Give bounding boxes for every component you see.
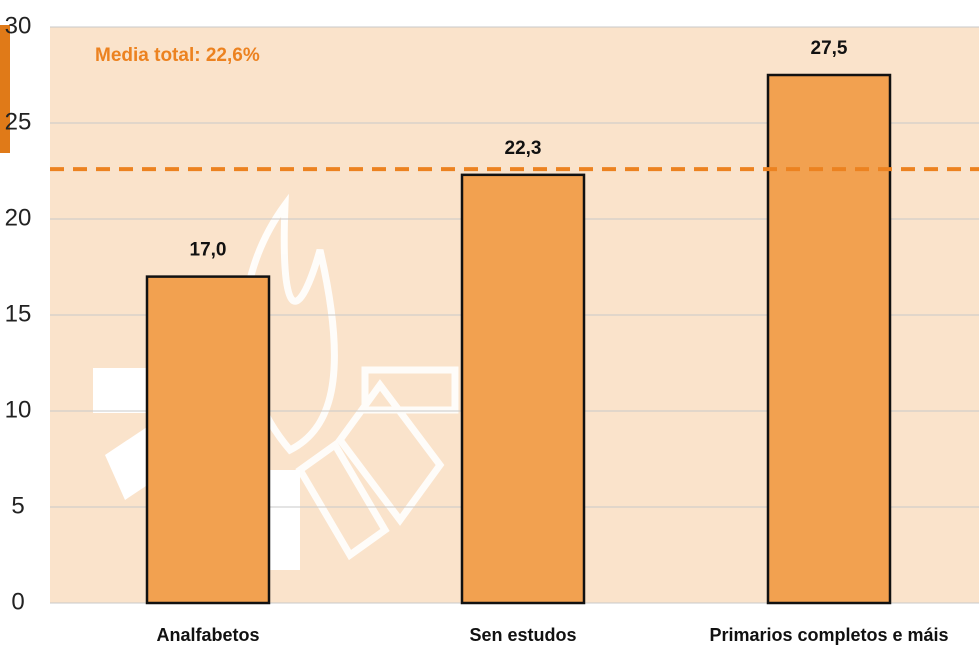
bar (145, 275, 271, 605)
value-label: 27,5 (811, 38, 848, 59)
mean-label: Media total: 22,6% (95, 45, 260, 66)
side-accent (0, 25, 10, 153)
x-tick-label: Analfabetos (156, 625, 259, 645)
y-tick-label: 30 (5, 12, 32, 39)
background-emblem (93, 368, 153, 413)
x-tick-label: Primarios completos e máis (709, 625, 948, 645)
y-tick-label: 5 (11, 492, 24, 519)
y-tick-label: 0 (11, 588, 24, 615)
x-tick-label: Sen estudos (469, 625, 576, 645)
y-tick-label: 20 (5, 204, 32, 231)
y-tick-label: 15 (5, 300, 32, 327)
value-label: 17,0 (190, 240, 227, 261)
value-label: 22,3 (505, 138, 542, 159)
bar (460, 173, 586, 605)
background-emblem (270, 470, 300, 570)
bar (766, 73, 892, 605)
y-tick-label: 10 (5, 396, 32, 423)
y-tick-label: 25 (5, 108, 32, 135)
